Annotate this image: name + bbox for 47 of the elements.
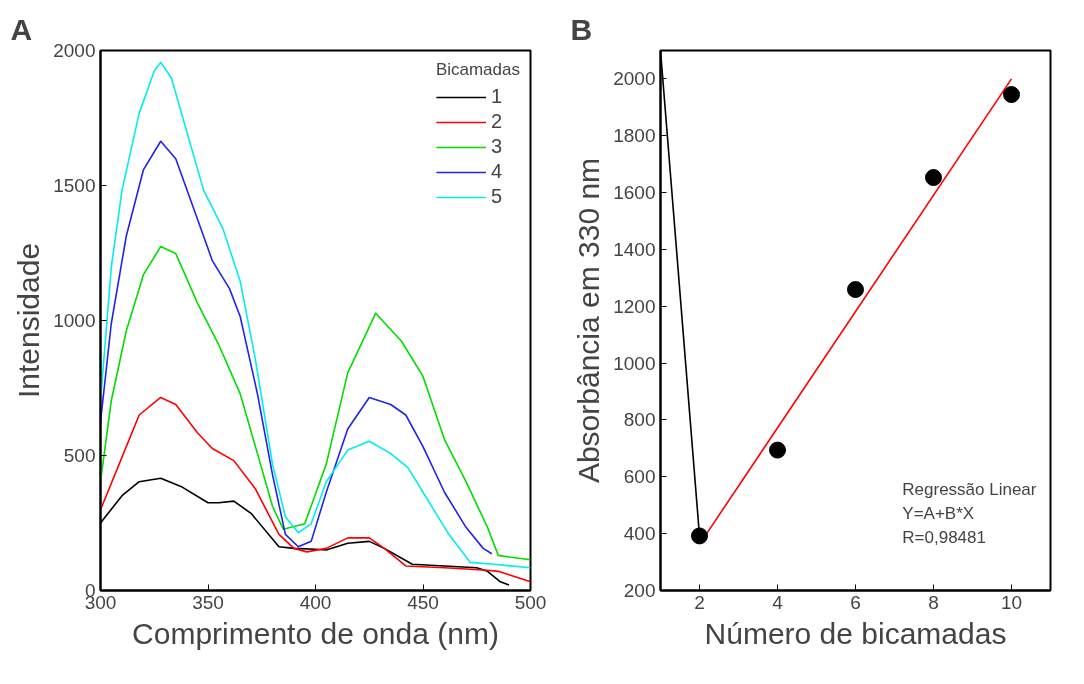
y-tick-label: 2000 [53, 40, 96, 61]
legend-label: 1 [490, 85, 503, 108]
line-series [100, 396, 531, 583]
legend-label: 4 [490, 160, 503, 183]
x-tick-label: 6 [850, 591, 861, 613]
legend-label: 5 [490, 185, 503, 208]
y-tick-label: 1200 [613, 295, 656, 317]
y-tick-label: 1800 [613, 125, 656, 147]
y-tick-label: 800 [623, 409, 656, 431]
y-tick-label: 200 [623, 580, 656, 601]
y-tick-label: 1500 [53, 175, 96, 196]
x-tick-label: 450 [407, 591, 439, 613]
point [691, 527, 708, 545]
legend-label: 2 [490, 110, 503, 133]
y-tick-label: 1400 [613, 238, 656, 260]
x-tick-label: 350 [192, 591, 224, 613]
y-tick-label: 1600 [613, 182, 656, 204]
x-tick-label: 400 [299, 591, 332, 613]
point [769, 441, 786, 459]
x-axis-title: Número de bicamadas [704, 616, 1007, 650]
annotation: Y=A+B*X [902, 504, 975, 523]
legend-label: 3 [490, 135, 503, 158]
line-series [100, 245, 531, 561]
chart-title: A [10, 12, 33, 46]
y-tick-label: 2000 [613, 68, 656, 90]
legend-title: Bicamadas [435, 60, 520, 80]
line-series [100, 61, 531, 569]
y-axis-title: Absorbância em 330 nm [572, 157, 606, 484]
line-series [100, 140, 493, 555]
x-tick-label: 500 [514, 591, 547, 613]
point [1003, 86, 1020, 104]
chart-title: B [570, 12, 593, 46]
x-tick-label: 8 [928, 591, 939, 613]
annotation: R=0,98481 [902, 528, 986, 548]
y-tick-label: 1000 [613, 352, 656, 374]
point [925, 169, 942, 187]
y-tick-label: 400 [623, 523, 656, 545]
point [847, 281, 864, 299]
annotation: Regressão Linear [902, 479, 1037, 499]
x-tick-label: 4 [772, 591, 784, 613]
y-tick-label: 1000 [53, 310, 96, 331]
x-axis-title: Comprimento de onda (nm) [132, 616, 499, 650]
y-axis-title: Intensidade [12, 242, 46, 399]
x-tick-label: 2 [694, 591, 705, 613]
y-tick-label: 600 [623, 466, 656, 488]
x-tick-label: 10 [1000, 591, 1023, 613]
y-tick-label: 500 [63, 445, 96, 466]
